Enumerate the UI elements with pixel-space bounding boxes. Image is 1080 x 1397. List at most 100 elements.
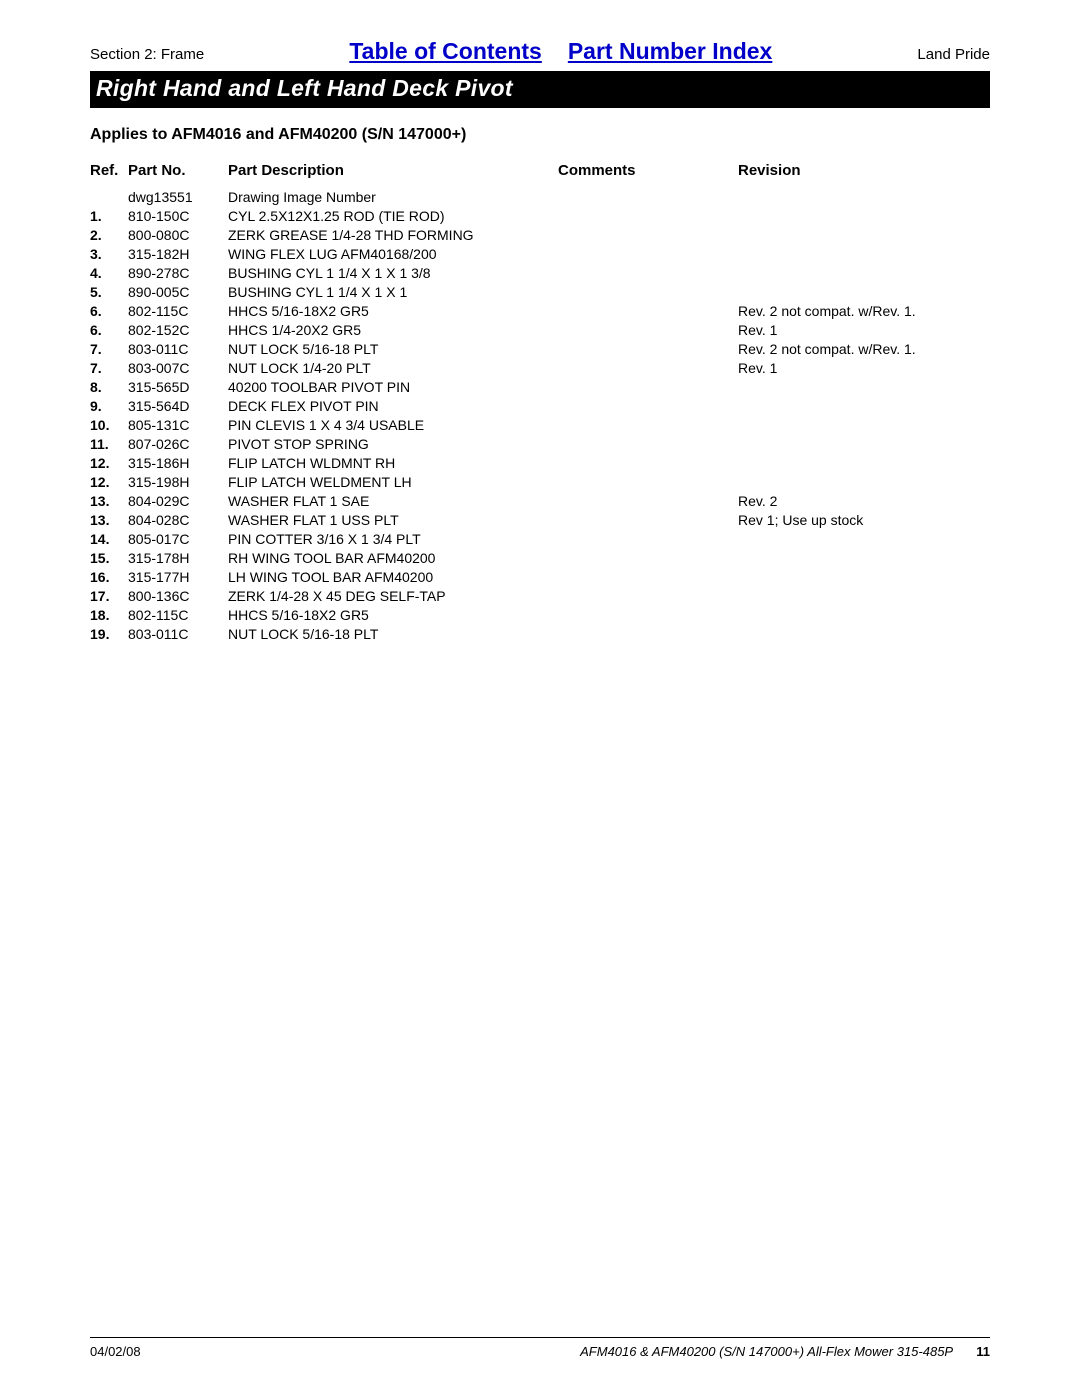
cell-desc: PIN COTTER 3/16 X 1 3/4 PLT	[228, 529, 558, 548]
cell-comments	[558, 396, 738, 415]
page-footer: 04/02/08 AFM4016 & AFM40200 (S/N 147000+…	[90, 1337, 990, 1359]
cell-ref: 5.	[90, 282, 128, 301]
cell-ref	[90, 187, 128, 206]
cell-partno: dwg13551	[128, 187, 228, 206]
cell-comments	[558, 282, 738, 301]
cell-rev	[738, 567, 990, 586]
cell-partno: 315-198H	[128, 472, 228, 491]
cell-rev	[738, 605, 990, 624]
table-row: 19.803-011CNUT LOCK 5/16-18 PLT	[90, 624, 990, 643]
cell-desc: PIVOT STOP SPRING	[228, 434, 558, 453]
cell-desc: WING FLEX LUG AFM40168/200	[228, 244, 558, 263]
cell-comments	[558, 472, 738, 491]
cell-partno: 803-011C	[128, 339, 228, 358]
cell-desc: DECK FLEX PIVOT PIN	[228, 396, 558, 415]
cell-rev	[738, 187, 990, 206]
cell-ref: 4.	[90, 263, 128, 282]
table-row: 6.802-115CHHCS 5/16-18X2 GR5 Rev. 2 not c…	[90, 301, 990, 320]
cell-partno: 315-564D	[128, 396, 228, 415]
cell-ref: 14.	[90, 529, 128, 548]
cell-partno: 890-278C	[128, 263, 228, 282]
cell-desc: HHCS 5/16-18X2 GR5	[228, 301, 558, 320]
toc-link[interactable]: Table of Contents	[349, 38, 542, 64]
cell-comments	[558, 605, 738, 624]
header-links: Table of Contents Part Number Index	[349, 38, 772, 65]
cell-comments	[558, 377, 738, 396]
cell-desc: FLIP LATCH WELDMENT LH	[228, 472, 558, 491]
cell-comments	[558, 529, 738, 548]
cell-partno: 803-007C	[128, 358, 228, 377]
table-row: 17.800-136CZERK 1/4-28 X 45 DEG SELF-TAP	[90, 586, 990, 605]
cell-ref: 19.	[90, 624, 128, 643]
cell-ref: 11.	[90, 434, 128, 453]
cell-rev	[738, 415, 990, 434]
footer-doc: AFM4016 & AFM40200 (S/N 147000+) All-Fle…	[580, 1344, 990, 1359]
cell-ref: 18.	[90, 605, 128, 624]
cell-partno: 315-177H	[128, 567, 228, 586]
cell-comments	[558, 358, 738, 377]
cell-ref: 13.	[90, 510, 128, 529]
cell-comments	[558, 624, 738, 643]
cell-partno: 802-115C	[128, 605, 228, 624]
cell-desc: NUT LOCK 5/16-18 PLT	[228, 339, 558, 358]
cell-partno: 890-005C	[128, 282, 228, 301]
cell-rev	[738, 377, 990, 396]
cell-partno: 315-186H	[128, 453, 228, 472]
table-row: 12.315-198HFLIP LATCH WELDMENT LH	[90, 472, 990, 491]
cell-rev	[738, 263, 990, 282]
brand-label: Land Pride	[917, 46, 990, 63]
cell-partno: 802-115C	[128, 301, 228, 320]
table-row: 7.803-007CNUT LOCK 1/4-20 PLTRev. 1	[90, 358, 990, 377]
cell-ref: 2.	[90, 225, 128, 244]
cell-comments	[558, 244, 738, 263]
cell-rev	[738, 244, 990, 263]
part-number-index-link[interactable]: Part Number Index	[568, 38, 773, 64]
section-label: Section 2: Frame	[90, 46, 204, 63]
cell-ref: 7.	[90, 339, 128, 358]
cell-partno: 804-029C	[128, 491, 228, 510]
footer-page-number: 11	[976, 1344, 990, 1359]
cell-rev: Rev. 2 not compat. w/Rev. 1.	[738, 301, 990, 320]
cell-desc: PIN CLEVIS 1 X 4 3/4 USABLE	[228, 415, 558, 434]
table-row: 13.804-028CWASHER FLAT 1 USS PLTRev 1; U…	[90, 510, 990, 529]
cell-comments	[558, 187, 738, 206]
table-row: 1.810-150CCYL 2.5X12X1.25 ROD (TIE ROD)	[90, 206, 990, 225]
cell-comments	[558, 225, 738, 244]
cell-comments	[558, 339, 738, 358]
table-row: 13.804-029CWASHER FLAT 1 SAE Rev. 2	[90, 491, 990, 510]
table-row: 10.805-131CPIN CLEVIS 1 X 4 3/4 USABLE	[90, 415, 990, 434]
cell-desc: RH WING TOOL BAR AFM40200	[228, 548, 558, 567]
cell-desc: Drawing Image Number	[228, 187, 558, 206]
cell-ref: 9.	[90, 396, 128, 415]
cell-rev: Rev. 1	[738, 358, 990, 377]
table-row: 2.800-080CZERK GREASE 1/4-28 THD FORMING	[90, 225, 990, 244]
cell-rev	[738, 225, 990, 244]
cell-desc: BUSHING CYL 1 1/4 X 1 X 1 3/8	[228, 263, 558, 282]
table-header-row: Ref. Part No. Part Description Comments …	[90, 158, 990, 187]
cell-desc: NUT LOCK 5/16-18 PLT	[228, 624, 558, 643]
cell-rev	[738, 548, 990, 567]
cell-ref: 16.	[90, 567, 128, 586]
cell-ref: 12.	[90, 453, 128, 472]
cell-rev	[738, 206, 990, 225]
cell-ref: 13.	[90, 491, 128, 510]
cell-partno: 802-152C	[128, 320, 228, 339]
cell-rev	[738, 453, 990, 472]
cell-comments	[558, 567, 738, 586]
cell-ref: 3.	[90, 244, 128, 263]
cell-partno: 810-150C	[128, 206, 228, 225]
cell-rev: Rev. 2	[738, 491, 990, 510]
col-desc: Part Description	[228, 158, 558, 187]
cell-ref: 6.	[90, 320, 128, 339]
cell-desc: WASHER FLAT 1 SAE	[228, 491, 558, 510]
cell-partno: 315-565D	[128, 377, 228, 396]
cell-partno: 804-028C	[128, 510, 228, 529]
cell-desc: 40200 TOOLBAR PIVOT PIN	[228, 377, 558, 396]
cell-desc: ZERK GREASE 1/4-28 THD FORMING	[228, 225, 558, 244]
cell-partno: 805-131C	[128, 415, 228, 434]
cell-desc: WASHER FLAT 1 USS PLT	[228, 510, 558, 529]
page-header: Section 2: Frame Table of Contents Part N…	[90, 38, 990, 65]
col-ref: Ref.	[90, 158, 128, 187]
cell-ref: 6.	[90, 301, 128, 320]
cell-partno: 800-080C	[128, 225, 228, 244]
